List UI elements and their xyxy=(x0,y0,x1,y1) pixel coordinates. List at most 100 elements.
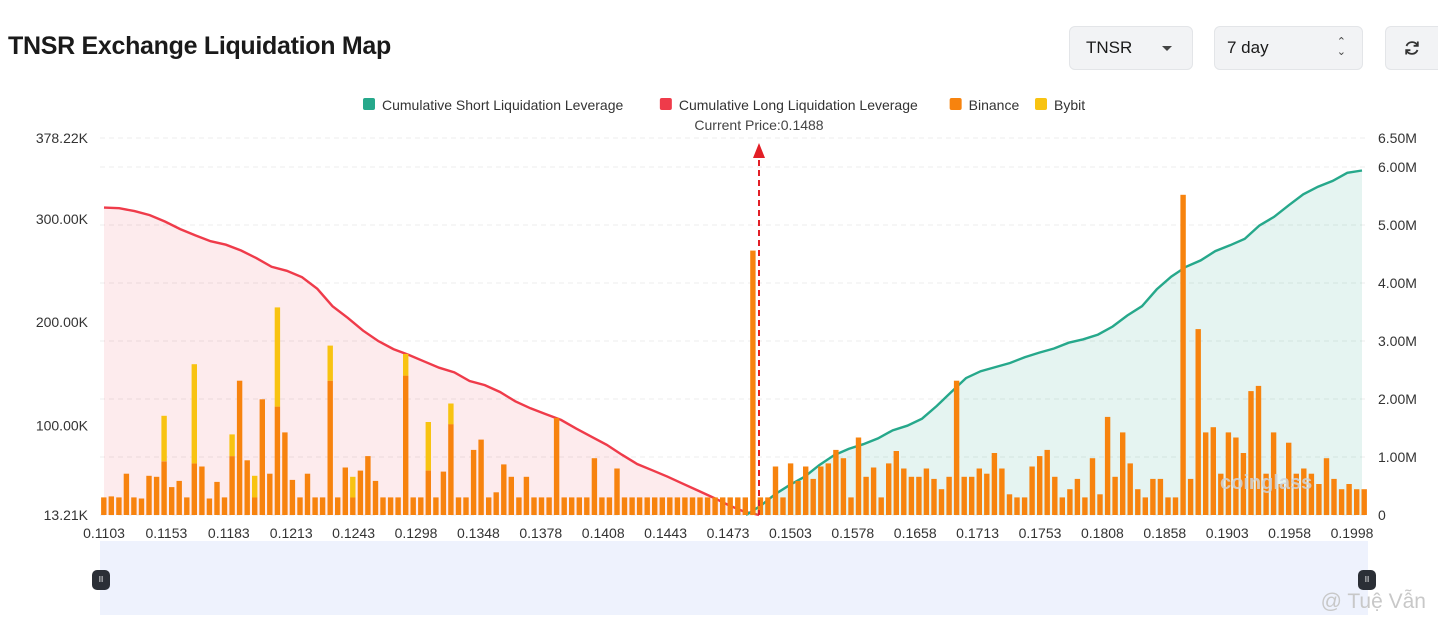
current-price-arrow xyxy=(753,143,765,158)
binance-bar xyxy=(742,497,748,515)
binance-bar xyxy=(486,497,492,515)
legend-label: Binance xyxy=(969,97,1020,113)
binance-bar xyxy=(176,480,182,515)
period-select[interactable]: 7 day ⌃ ⌄ xyxy=(1214,26,1363,70)
binance-bar xyxy=(553,417,560,515)
binance-bar xyxy=(357,470,364,515)
binance-bar xyxy=(153,476,160,515)
up-down-chevron-icon: ⌃ ⌄ xyxy=(1336,36,1346,58)
binance-bar xyxy=(1014,497,1020,515)
right-tick-label: 6.50M xyxy=(1378,130,1417,146)
x-tick-label: 0.1958 xyxy=(1268,525,1311,541)
binance-bar xyxy=(848,497,854,515)
binance-bar xyxy=(1338,489,1345,515)
binance-bar xyxy=(523,476,530,515)
binance-bar xyxy=(561,497,567,515)
x-tick-label: 0.1808 xyxy=(1081,525,1124,541)
binance-bar xyxy=(1006,494,1013,515)
binance-bar xyxy=(531,497,537,515)
binance-bar xyxy=(1316,484,1322,515)
binance-bar xyxy=(908,476,915,515)
binance-bar xyxy=(1331,478,1337,515)
binance-bar xyxy=(297,497,303,515)
binance-bar xyxy=(953,380,960,515)
binance-bar xyxy=(1150,478,1156,515)
binance-bar xyxy=(689,497,696,515)
period-value: 7 day xyxy=(1227,38,1269,57)
binance-bar xyxy=(1187,478,1194,515)
chart-legend: Cumulative Short Liquidation Leverage Cum… xyxy=(363,97,1085,113)
binance-bar xyxy=(712,497,718,515)
binance-bar xyxy=(350,497,356,515)
binance-bar xyxy=(108,496,114,515)
binance-bar xyxy=(440,471,447,515)
binance-bar xyxy=(538,497,545,515)
binance-bar xyxy=(991,453,998,515)
symbol-dropdown[interactable]: TNSR xyxy=(1069,26,1193,70)
binance-bar xyxy=(1361,489,1367,515)
binance-bar xyxy=(923,468,930,515)
current-price-label: Current Price:0.1488 xyxy=(694,117,823,133)
bybit-bar xyxy=(350,476,356,498)
right-tick-label: 4.00M xyxy=(1378,275,1417,291)
binance-bar xyxy=(1203,432,1209,515)
binance-bar xyxy=(244,460,250,515)
binance-bar xyxy=(493,492,499,515)
binance-bar xyxy=(1210,427,1216,515)
binance-bar xyxy=(455,497,462,515)
binance-bar xyxy=(886,463,892,515)
binance-bar xyxy=(735,497,741,515)
x-axis: 0.1103 0.1153 0.1183 0.1213 0.1243 0.1298 0.13… xyxy=(83,525,1374,541)
binance-bar xyxy=(229,456,235,515)
binance-bar xyxy=(410,497,416,515)
x-tick-label: 0.1903 xyxy=(1206,525,1249,541)
binance-bar xyxy=(1308,473,1315,515)
binance-bar xyxy=(267,473,273,515)
binance-bar xyxy=(1135,489,1141,515)
binance-bar xyxy=(1127,463,1133,515)
binance-bar xyxy=(169,487,175,515)
binance-bar xyxy=(1218,473,1224,515)
binance-bar xyxy=(750,250,756,515)
binance-bar xyxy=(403,375,409,515)
legend-label: Cumulative Long Liquidation Leverage xyxy=(679,97,918,113)
binance-bar xyxy=(1233,437,1239,515)
binance-bar xyxy=(878,497,884,515)
range-slider[interactable] xyxy=(100,541,1368,615)
binance-bar xyxy=(720,497,726,515)
legend-swatch xyxy=(659,98,672,110)
slider-handle-right[interactable]: II xyxy=(1358,570,1376,590)
binance-bar xyxy=(259,399,265,515)
binance-bar xyxy=(1037,456,1043,515)
legend-swatch xyxy=(1035,98,1047,110)
binance-bar xyxy=(516,497,522,515)
binance-bar xyxy=(787,463,794,515)
binance-bar xyxy=(621,497,628,515)
left-axis: 378.22K 300.00K 200.00K 100.00K 13.21K xyxy=(36,130,89,523)
binance-bar xyxy=(938,489,945,515)
binance-bar xyxy=(636,497,643,515)
binance-bar xyxy=(1270,432,1277,515)
bybit-bar xyxy=(327,345,333,381)
x-tick-label: 0.1443 xyxy=(644,525,687,541)
left-tick-label: 100.00K xyxy=(36,417,89,433)
binance-bar xyxy=(1157,478,1164,515)
x-tick-label: 0.1298 xyxy=(395,525,438,541)
long-area-fill xyxy=(104,207,759,515)
x-tick-label: 0.1183 xyxy=(208,525,250,541)
binance-bar xyxy=(395,497,401,515)
binance-bar xyxy=(199,466,205,515)
binance-bar xyxy=(501,464,507,515)
slider-handle-left[interactable]: II xyxy=(92,570,110,590)
refresh-button[interactable] xyxy=(1385,26,1438,70)
binance-bar xyxy=(1074,478,1081,515)
x-tick-label: 0.1103 xyxy=(83,525,125,541)
binance-bar xyxy=(1346,484,1352,515)
x-tick-label: 0.1378 xyxy=(519,525,562,541)
cumulative-short-series xyxy=(745,169,1363,517)
legend-swatch xyxy=(949,98,962,110)
binance-bar xyxy=(1044,449,1050,515)
binance-bar xyxy=(1029,466,1035,515)
binance-bar xyxy=(916,476,922,515)
binance-bar xyxy=(191,463,197,515)
